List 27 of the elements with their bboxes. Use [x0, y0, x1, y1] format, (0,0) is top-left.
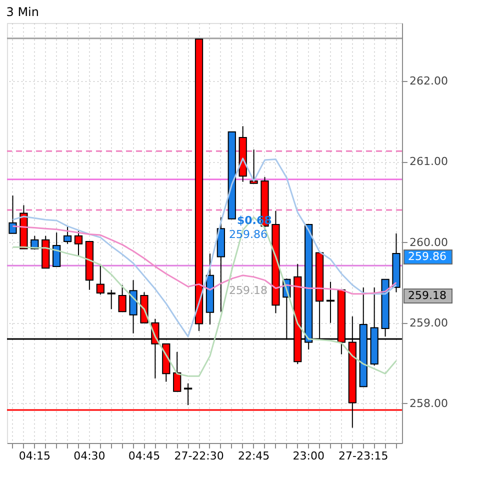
x-tick-label: 04:30: [74, 450, 106, 462]
y-tick-label: 258.00: [410, 397, 448, 410]
candlestick: [63, 226, 72, 244]
candlestick: [184, 382, 192, 406]
y-tick-label: 259.00: [410, 316, 448, 330]
annotation: 259.86: [229, 228, 268, 241]
x-tick-label: 04:15: [18, 450, 51, 462]
x-tick-label: 22:45: [238, 450, 270, 462]
x-tick-label: 23:00: [292, 450, 324, 462]
x-tick-label: 27-22:30: [174, 450, 224, 462]
candlestick: [52, 232, 61, 267]
candlestick: [250, 149, 258, 184]
x-tick-label: 27-23:15: [338, 450, 388, 462]
candlestick: [74, 230, 83, 256]
text: 259.18: [408, 289, 446, 302]
y-tick-label: 260.00: [410, 236, 448, 249]
y-tick-label: 261.00: [410, 155, 448, 168]
candlestick: [173, 351, 182, 392]
y-tick-label: 262.00: [410, 74, 448, 88]
candlestick: [107, 289, 116, 310]
annotation: 259.18: [229, 284, 268, 297]
candlestick: [96, 265, 104, 296]
chart-title: 3 Min: [6, 5, 39, 19]
text: 259.86: [408, 250, 446, 263]
x-tick-label: 04:45: [128, 450, 160, 462]
candlestick: [118, 284, 126, 312]
candlestick: [8, 195, 17, 234]
